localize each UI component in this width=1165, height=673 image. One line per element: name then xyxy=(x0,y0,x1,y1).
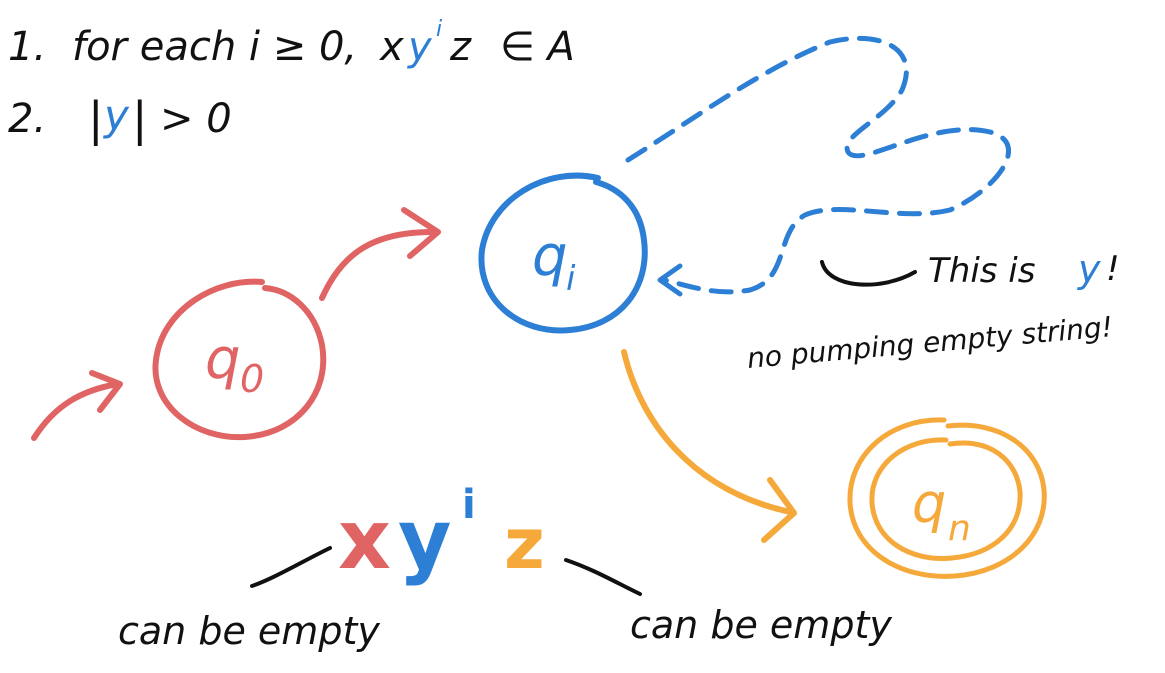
condition-line-1: 1. for each i ≥ 0, x y i z ∈ A xyxy=(8,17,575,70)
self-loop-arrowhead xyxy=(660,266,680,294)
state-qn-outer-circle xyxy=(850,420,1044,576)
decomposition-y: y xyxy=(398,493,451,588)
state-qi: q i xyxy=(481,176,644,331)
label-x-text: can be empty xyxy=(118,609,380,653)
condition-2-y: y xyxy=(102,91,130,140)
condition-2-number: 2. xyxy=(8,96,46,142)
transition-qi-to-qn xyxy=(624,352,794,540)
condition-1-exponent-i: i xyxy=(436,17,442,42)
condition-1-prefix: for each i ≥ 0, xyxy=(72,24,357,70)
transition-q0-to-qi xyxy=(322,210,438,298)
condition-line-2: 2. | y | > 0 xyxy=(8,91,232,147)
state-qn: q n xyxy=(850,420,1044,576)
label-z-can-be-empty: can be empty xyxy=(566,560,892,647)
condition-1-z: z xyxy=(449,24,472,70)
condition-1-number: 1. xyxy=(8,24,46,70)
annotation-bang: ! xyxy=(1106,249,1120,289)
condition-2-bar-close: | xyxy=(132,92,148,147)
decomposition-x: x xyxy=(338,493,391,588)
condition-2-bar-open: | xyxy=(88,92,104,147)
annotation-y: y xyxy=(1077,247,1101,291)
annotation-brace xyxy=(822,262,915,285)
state-qn-label: q xyxy=(912,472,946,535)
transition-qi-qn-shaft xyxy=(624,352,790,512)
state-q0: q 0 xyxy=(155,282,323,438)
state-q0-label: q xyxy=(205,327,241,392)
state-qi-subscript: i xyxy=(566,259,576,299)
condition-1-x: x xyxy=(378,24,404,70)
decomposition-exponent-i: i xyxy=(462,482,476,528)
label-z-text: can be empty xyxy=(630,603,892,647)
annotation-no-pumping: no pumping empty string! xyxy=(746,310,1114,375)
label-z-pointer xyxy=(566,560,640,594)
annotation-this-is: This is xyxy=(928,251,1035,291)
annotation-this-is-y: This is y ! xyxy=(822,247,1120,291)
label-x-pointer xyxy=(252,548,330,586)
decomposition-z: z xyxy=(504,503,545,585)
start-arrow xyxy=(34,373,120,438)
condition-2-suffix: > 0 xyxy=(160,96,232,142)
start-arrow-shaft xyxy=(34,384,118,438)
condition-1-y: y xyxy=(407,24,433,70)
condition-1-suffix: ∈ A xyxy=(500,24,575,70)
transition-q0-qi-shaft xyxy=(322,232,432,298)
state-qn-subscript: n xyxy=(948,508,971,549)
state-q0-subscript: 0 xyxy=(240,357,264,401)
state-qi-label: q xyxy=(532,224,568,289)
decomposition: x y i z xyxy=(338,482,545,588)
